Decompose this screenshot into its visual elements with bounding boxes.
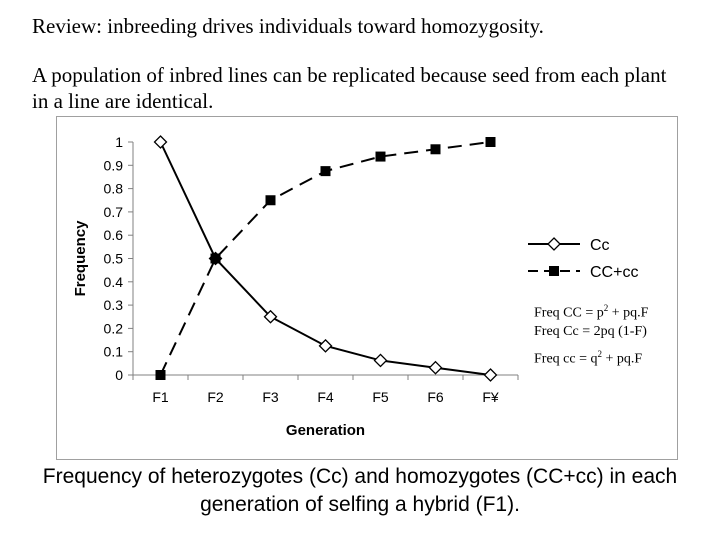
legend-marker-diamond <box>547 237 561 251</box>
data-point-diamond <box>153 135 168 149</box>
y-tick-label: 0.7 <box>104 204 124 220</box>
y-tick-label: 0 <box>115 367 123 383</box>
data-point-square <box>320 166 331 177</box>
legend-label: CC+cc <box>590 264 638 281</box>
legend-marker-square <box>549 266 559 276</box>
data-point-square <box>375 151 386 162</box>
data-point-square <box>485 137 496 147</box>
chart-caption: Frequency of heterozygotes (Cc) and homo… <box>42 465 678 516</box>
chart-frame <box>56 116 678 460</box>
data-point-diamond <box>318 338 333 353</box>
x-tick-label: F4 <box>317 389 334 405</box>
data-point-square <box>155 370 166 380</box>
y-tick-label: 0.9 <box>104 157 124 173</box>
x-axis-title: Generation <box>286 422 365 439</box>
y-tick-label: 0.5 <box>104 251 124 267</box>
x-tick-label: F5 <box>372 389 389 405</box>
x-tick-label: F1 <box>152 389 169 405</box>
y-axis-title: Frequency <box>72 220 89 297</box>
y-tick-label: 0.6 <box>104 227 124 243</box>
intro-text: A population of inbred lines can be repl… <box>32 63 667 113</box>
y-tick-label: 0.3 <box>104 297 124 313</box>
formula-het: Freq Cc = 2pq (1-F) <box>534 324 647 339</box>
legend-label: Cc <box>590 237 610 254</box>
x-tick-label: F3 <box>262 389 279 405</box>
data-point-diamond <box>483 368 498 382</box>
review-heading: Review: inbreeding drives individuals to… <box>32 14 544 38</box>
data-point-diamond <box>263 309 278 324</box>
data-point-square <box>430 144 441 155</box>
formula-cc: Freq CC = p2 + pq.F <box>534 303 649 321</box>
x-tick-label: F2 <box>207 389 224 405</box>
y-tick-label: 0.4 <box>104 274 124 290</box>
data-point-square <box>210 253 221 264</box>
x-tick-label: F6 <box>427 389 444 405</box>
y-tick-label: 0.2 <box>104 320 124 336</box>
y-tick-label: 1 <box>115 134 123 150</box>
formula-recessive: Freq cc = q2 + pq.F <box>534 349 643 367</box>
formula-block: Freq CC = p2 + pq.F Freq Cc = 2pq (1-F) … <box>534 298 648 367</box>
y-tick-label: 0.1 <box>104 344 124 360</box>
x-tick-label: F¥ <box>482 389 499 405</box>
y-tick-label: 0.8 <box>104 181 124 197</box>
data-point-diamond <box>373 353 388 368</box>
data-point-diamond <box>428 360 443 375</box>
data-point-square <box>265 195 276 206</box>
